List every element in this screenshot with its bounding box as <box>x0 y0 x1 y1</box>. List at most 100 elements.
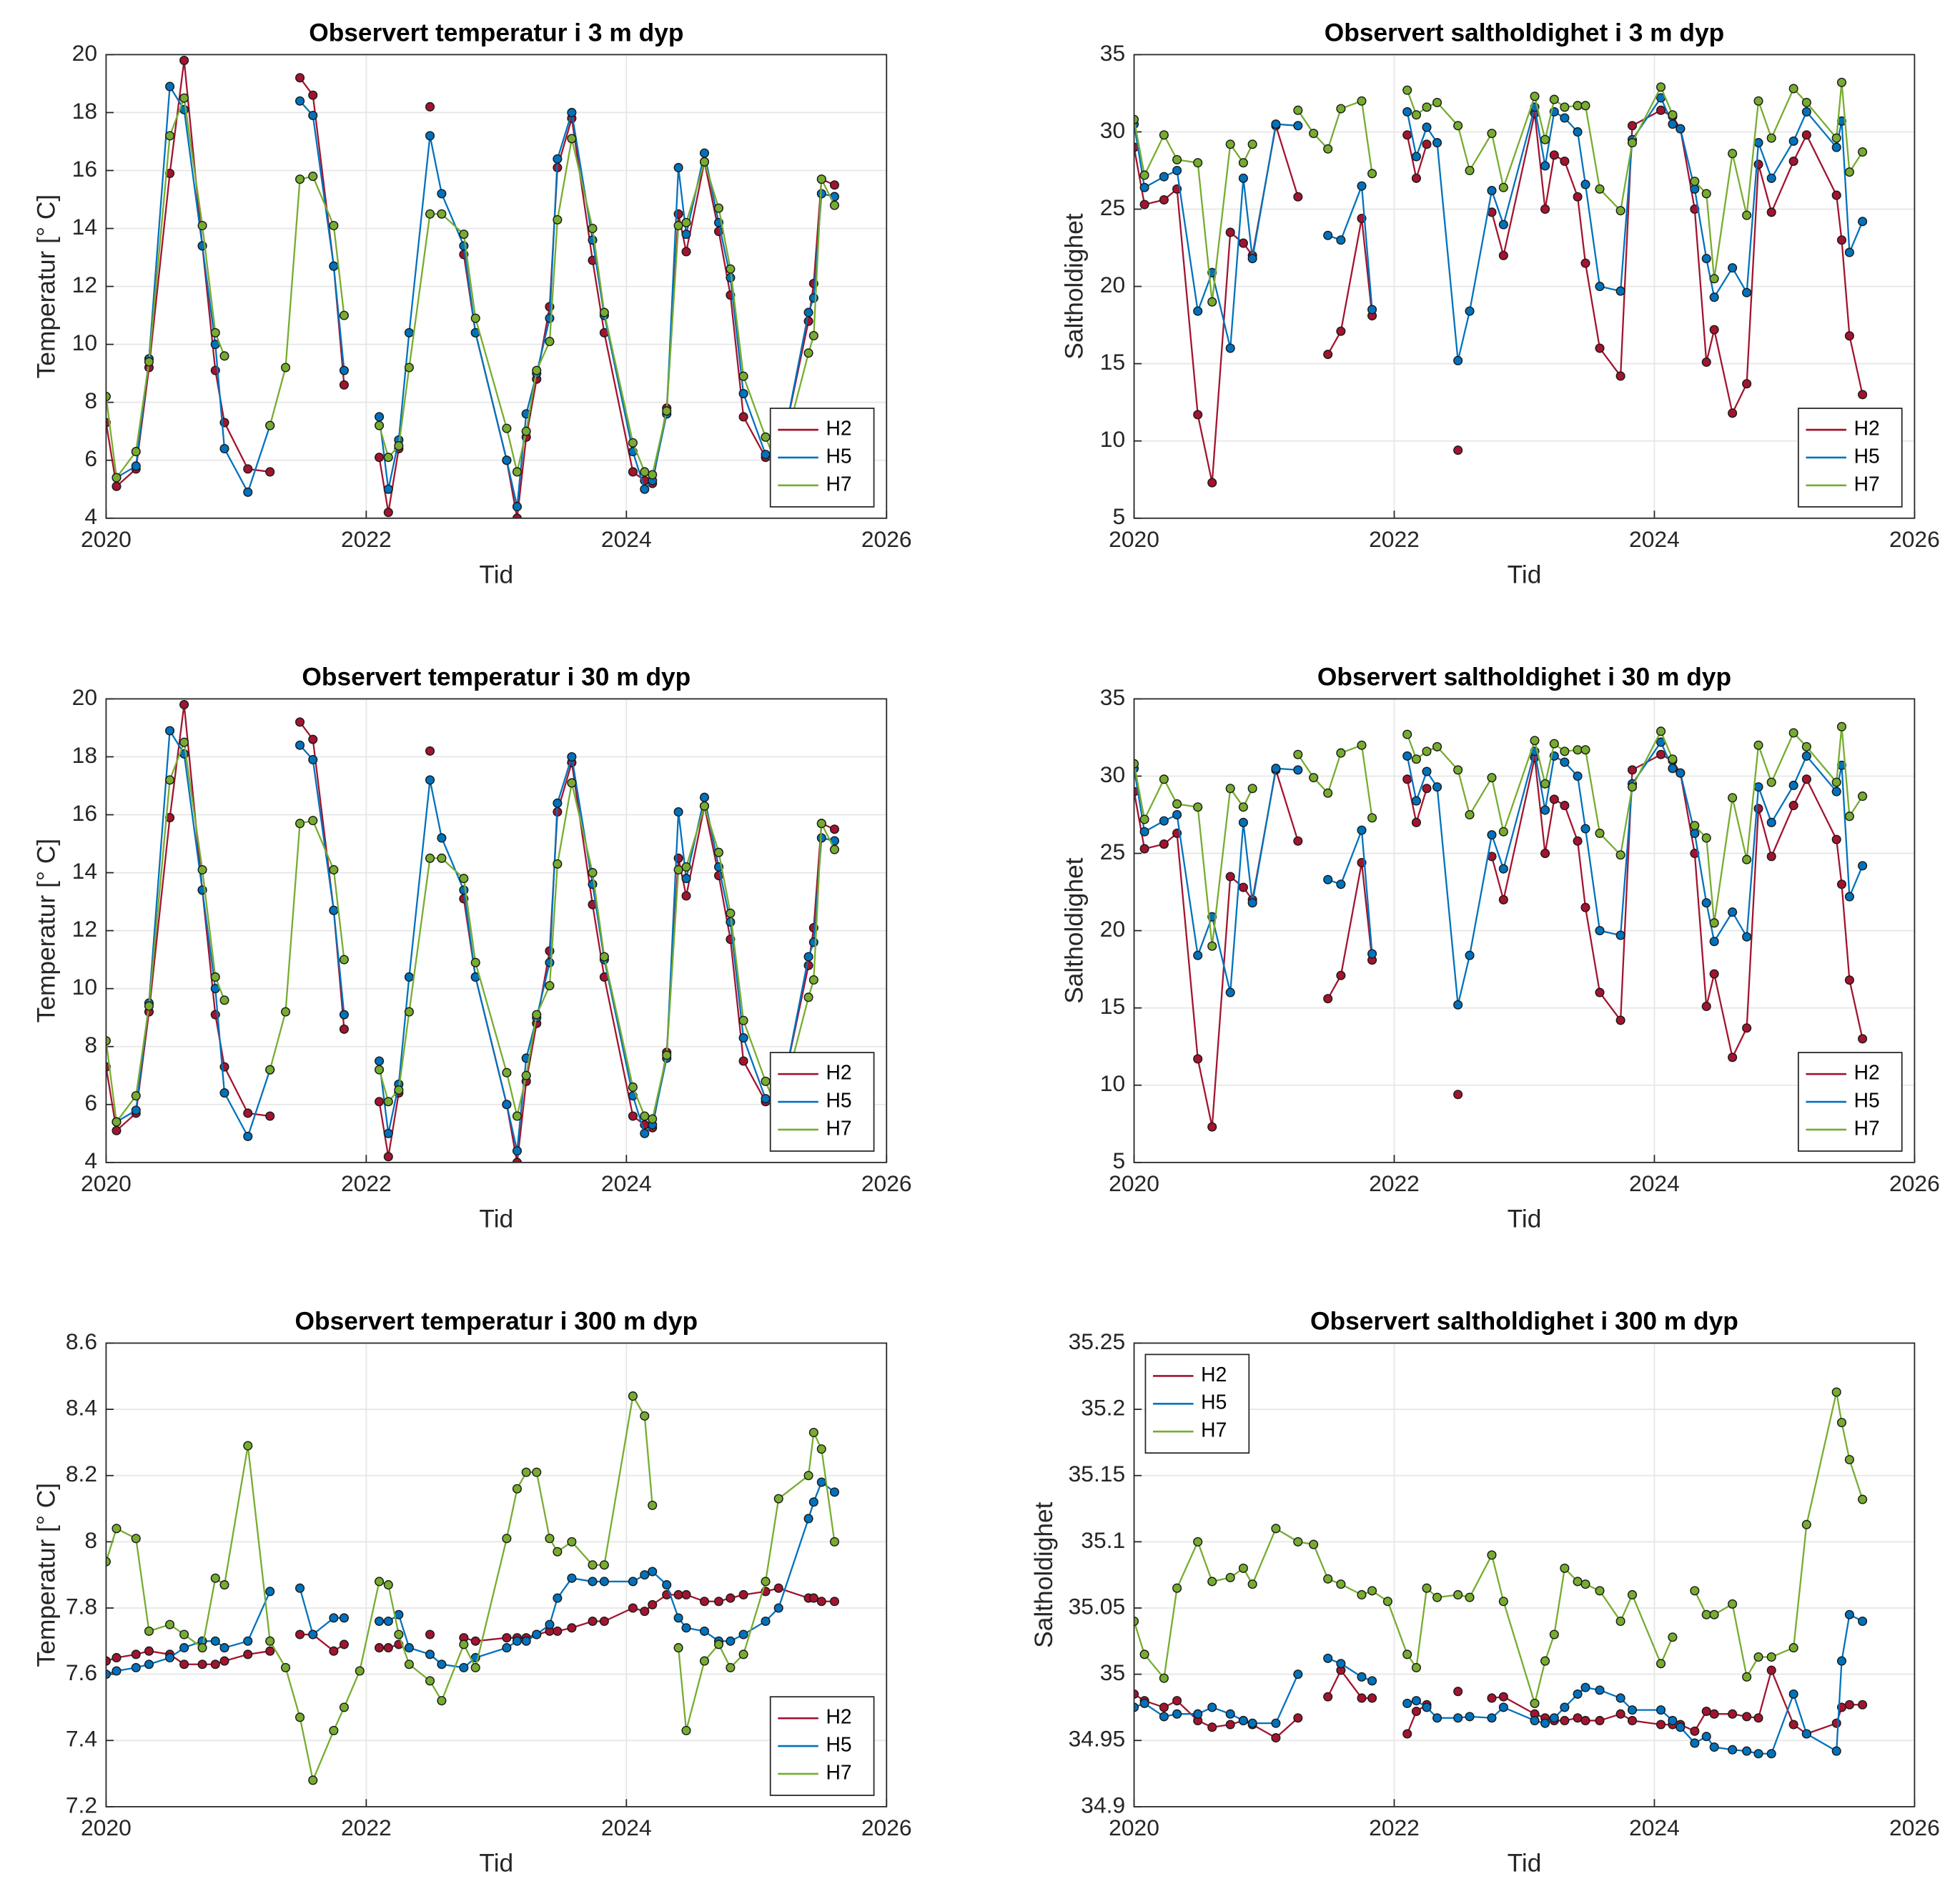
marker <box>1560 156 1570 167</box>
marker <box>545 337 555 347</box>
marker <box>1487 830 1497 840</box>
marker <box>1336 879 1346 889</box>
marker <box>459 241 469 251</box>
marker <box>295 174 305 184</box>
y-tick-label: 20 <box>72 40 97 66</box>
marker <box>502 423 512 433</box>
marker <box>1549 739 1559 749</box>
marker <box>425 209 435 219</box>
marker <box>1402 1698 1412 1708</box>
marker <box>1766 777 1776 787</box>
y-axis-label: Saltholdighet <box>1061 213 1089 359</box>
marker <box>648 1500 658 1510</box>
marker <box>404 1659 414 1670</box>
marker <box>1465 1592 1475 1602</box>
marker <box>567 778 577 788</box>
marker <box>308 1775 318 1785</box>
x-tick-label: 2022 <box>341 1170 392 1196</box>
marker <box>553 154 563 164</box>
marker <box>1709 918 1719 928</box>
marker <box>521 1070 531 1080</box>
marker <box>628 1577 638 1587</box>
chart-title: Observert saltholdighet i 30 m dyp <box>1317 663 1731 691</box>
marker <box>567 1623 577 1633</box>
marker <box>197 220 207 231</box>
marker <box>1836 1656 1847 1666</box>
marker <box>339 1024 349 1034</box>
x-tick-label: 2026 <box>1889 526 1940 552</box>
marker <box>1668 754 1678 764</box>
marker <box>1788 156 1798 167</box>
marker <box>1742 210 1752 220</box>
axes-box <box>105 698 888 1163</box>
marker <box>588 879 598 889</box>
marker <box>1309 773 1319 783</box>
marker <box>681 874 691 884</box>
marker <box>803 1471 813 1481</box>
marker <box>1540 1656 1550 1666</box>
marker <box>1580 902 1590 912</box>
marker <box>1549 1713 1559 1723</box>
marker <box>1573 192 1583 202</box>
marker <box>1225 227 1235 237</box>
marker <box>502 1643 512 1653</box>
y-axis-label: Temperatur [° C] <box>32 194 60 379</box>
y-tick-label: 18 <box>72 98 97 124</box>
marker <box>1422 102 1432 112</box>
marker <box>339 1010 349 1020</box>
marker <box>404 972 414 982</box>
y-tick-label: 12 <box>72 916 97 942</box>
marker <box>383 484 393 494</box>
marker <box>1193 1709 1203 1719</box>
marker <box>1247 139 1257 149</box>
marker <box>1367 1693 1377 1703</box>
marker <box>1753 138 1763 148</box>
marker <box>726 908 736 918</box>
marker <box>219 1656 229 1666</box>
marker <box>437 1696 447 1706</box>
marker <box>1709 1742 1719 1752</box>
marker <box>1573 745 1583 755</box>
marker <box>553 214 563 225</box>
marker <box>295 717 305 727</box>
plot-data <box>106 1391 840 1785</box>
marker <box>1238 1563 1248 1573</box>
marker <box>1580 258 1590 268</box>
x-tick-label: 2020 <box>81 526 132 552</box>
marker <box>1193 158 1203 168</box>
marker <box>308 1629 318 1639</box>
marker <box>512 467 522 477</box>
marker <box>1336 104 1346 114</box>
y-tick-label: 12 <box>72 272 97 297</box>
marker <box>1766 133 1776 143</box>
marker <box>1411 152 1421 162</box>
marker <box>383 508 393 518</box>
marker <box>1453 1090 1463 1100</box>
x-tick-label: 2022 <box>1369 1170 1420 1196</box>
marker <box>1159 1712 1169 1722</box>
marker <box>1788 1643 1798 1653</box>
marker <box>179 55 189 66</box>
marker <box>375 1643 385 1653</box>
marker <box>375 1577 385 1587</box>
marker <box>210 1636 220 1646</box>
marker <box>1336 1659 1346 1669</box>
marker <box>1709 937 1719 947</box>
y-tick-label: 5 <box>1112 1148 1125 1173</box>
marker <box>628 1111 638 1121</box>
marker <box>339 1702 349 1712</box>
marker <box>1453 765 1463 775</box>
marker <box>165 1619 175 1629</box>
marker <box>1530 1715 1540 1725</box>
marker <box>738 1589 748 1600</box>
legend-label: H2 <box>826 417 851 440</box>
marker <box>425 853 435 863</box>
marker <box>165 82 175 92</box>
marker <box>1595 987 1605 997</box>
marker <box>1465 306 1475 316</box>
y-tick-label: 20 <box>1100 272 1125 297</box>
marker <box>394 1629 404 1639</box>
marker <box>1357 181 1367 191</box>
marker <box>816 1477 826 1487</box>
marker <box>1323 230 1333 240</box>
